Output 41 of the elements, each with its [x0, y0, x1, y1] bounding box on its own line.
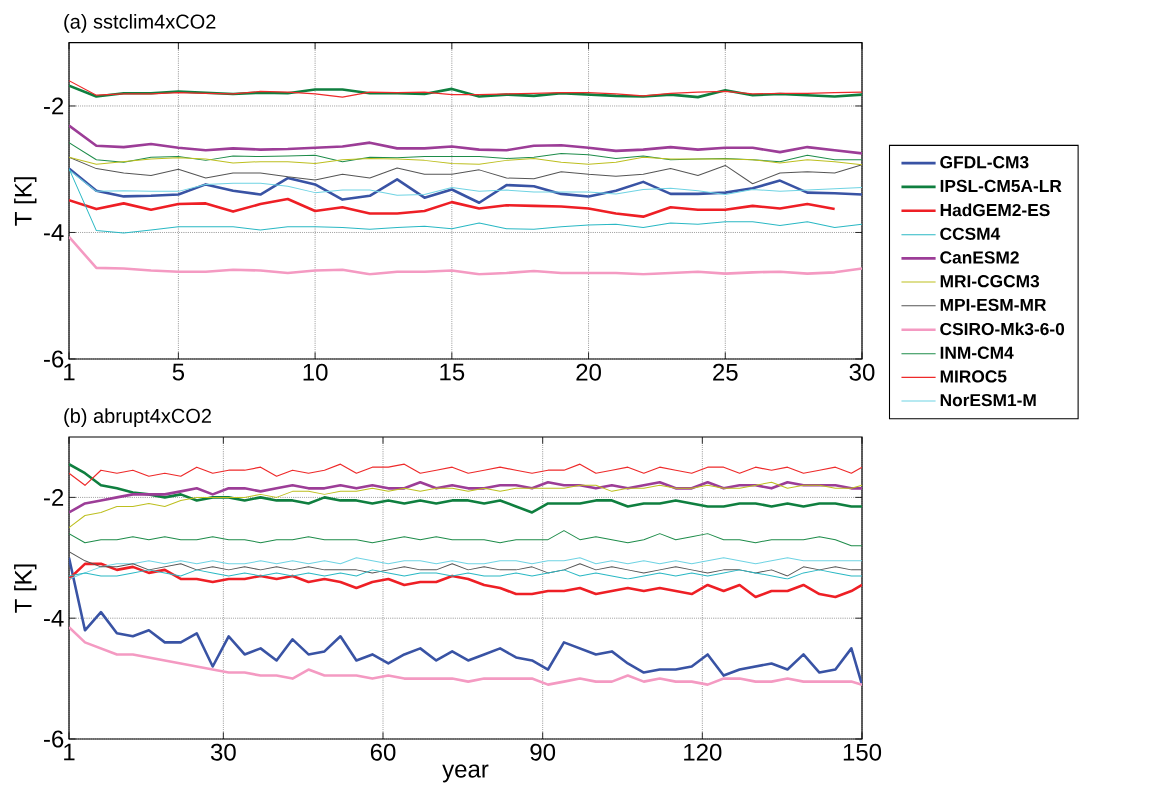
x-tick-label: 120 — [684, 743, 722, 761]
legend-label: MPI-ESM-MR — [940, 298, 1047, 312]
legend-label: INM-CM4 — [940, 346, 1014, 359]
legend-label: GFDL-CM3 — [940, 156, 1029, 169]
x-tick-label: 60 — [370, 743, 396, 761]
x-tick-label: 5 — [172, 363, 185, 381]
legend-label: CCSM4 — [940, 227, 1001, 240]
y-tick-label: -6 — [44, 730, 64, 748]
y-tick-label: -4 — [44, 609, 64, 627]
y-tick-label: -6 — [44, 350, 64, 368]
legend-label: NorESM1-M — [940, 394, 1036, 407]
y-axis-title: T [K] — [14, 564, 37, 613]
y-tick-label: -2 — [44, 489, 64, 506]
line-series — [69, 562, 863, 599]
line-series — [69, 124, 863, 155]
legend-label: MIROC5 — [940, 370, 1007, 383]
line-series — [69, 156, 863, 185]
y-tick-label: -2 — [44, 97, 64, 115]
x-tick-label: 25 — [713, 363, 738, 381]
x-tick-label: 150 — [843, 743, 882, 761]
legend-label: CanESM2 — [940, 251, 1019, 264]
x-tick-label: 30 — [210, 743, 236, 761]
legend-label: IPSL-CM5A-LR — [940, 179, 1062, 193]
x-axis-title: year — [442, 764, 489, 783]
line-series — [69, 197, 836, 218]
line-series — [69, 463, 863, 486]
legend-label: MRI-CGCM3 — [940, 275, 1040, 288]
x-tick-label: 1 — [64, 743, 75, 761]
y-tick-label: -4 — [44, 224, 64, 241]
legend-label: CSIRO-Mk3-6-0 — [940, 322, 1065, 336]
x-tick-label: 1 — [64, 363, 75, 381]
y-axis-title: T [K] — [14, 177, 37, 226]
x-tick-label: 90 — [530, 743, 556, 761]
x-tick-label: 10 — [303, 363, 328, 381]
x-tick-label: 30 — [849, 363, 875, 381]
line-series — [69, 167, 863, 205]
x-tick-label: 20 — [576, 363, 601, 381]
chart-title: (a) sstclim4xCO2 — [64, 14, 216, 33]
x-tick-label: 15 — [440, 363, 465, 381]
chart-title: (b) abrupt4xCO2 — [64, 408, 211, 427]
legend-label: HadGEM2-ES — [940, 203, 1050, 217]
